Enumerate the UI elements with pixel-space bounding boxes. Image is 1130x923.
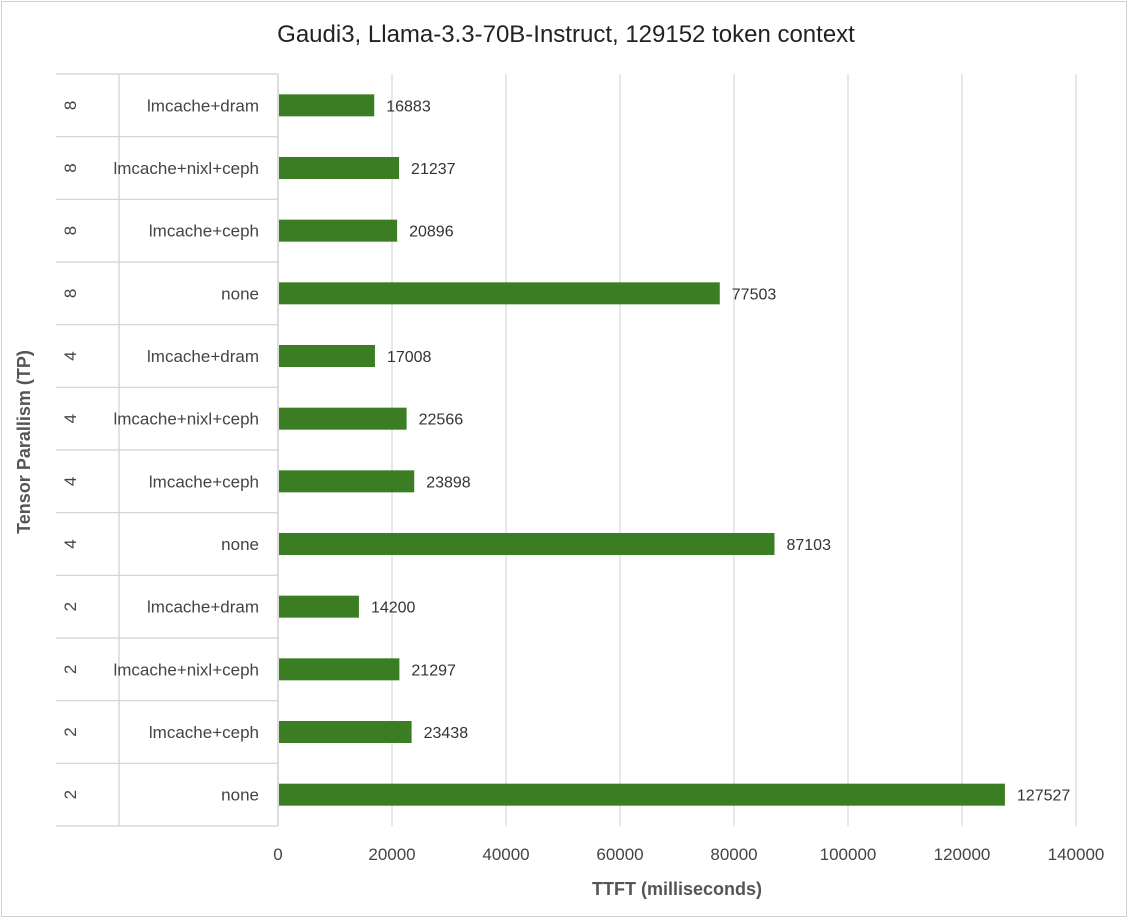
category-label: none xyxy=(221,786,259,805)
data-label: 23438 xyxy=(424,725,469,742)
tp-group-label: 2 xyxy=(61,665,80,674)
data-label: 17008 xyxy=(387,349,432,366)
x-tick-label: 40000 xyxy=(482,845,529,864)
x-axis-title: TTFT (milliseconds) xyxy=(592,879,762,899)
y-axis-title: Tensor Parallism (TP) xyxy=(14,350,34,534)
category-label: lmcache+dram xyxy=(147,347,259,366)
tp-group-label: 8 xyxy=(61,101,80,110)
category-label: lmcache+nixl+ceph xyxy=(113,410,259,429)
bar xyxy=(279,595,359,618)
data-label: 23898 xyxy=(426,474,471,491)
category-label: none xyxy=(221,535,259,554)
bars xyxy=(279,94,1005,806)
tp-group-label: 8 xyxy=(61,163,80,172)
data-labels: 16883 21237 20896 77503 17008 22566 23898 87103… xyxy=(371,98,1070,804)
x-tick-label: 60000 xyxy=(596,845,643,864)
chart-title: Gaudi3, Llama-3.3-70B-Instruct, 129152 t… xyxy=(277,21,855,48)
data-label: 20896 xyxy=(409,224,454,241)
data-label: 21237 xyxy=(411,161,456,178)
category-label: lmcache+nixl+ceph xyxy=(113,159,259,178)
category-label: lmcache+ceph xyxy=(149,723,259,742)
bar xyxy=(279,783,1005,806)
data-label: 16883 xyxy=(386,98,431,115)
category-label: lmcache+ceph xyxy=(149,472,259,491)
x-tick-label: 140000 xyxy=(1048,845,1105,864)
tp-group-label: 2 xyxy=(61,790,80,799)
tp-group-label: 8 xyxy=(61,226,80,235)
gridlines xyxy=(391,74,1077,826)
data-label: 22566 xyxy=(419,412,464,429)
category-labels: lmcache+dram 8 lmcache+nixl+ceph 8 lmcache+c… xyxy=(61,96,259,804)
x-tick-label: 120000 xyxy=(934,845,991,864)
tp-group-label: 8 xyxy=(61,289,80,298)
bar xyxy=(279,533,775,555)
category-label: lmcache+dram xyxy=(147,96,259,115)
data-label: 127527 xyxy=(1017,788,1070,805)
tp-group-label: 4 xyxy=(61,477,80,486)
x-tick-label: 20000 xyxy=(368,845,415,864)
data-label: 87103 xyxy=(786,537,831,554)
x-tick-label: 100000 xyxy=(820,845,877,864)
x-tick-labels: 0 20000 40000 60000 80000 100000 120000 140000 xyxy=(273,845,1104,864)
bar xyxy=(279,721,412,743)
tp-group-label: 4 xyxy=(61,414,80,423)
tp-group-label: 4 xyxy=(61,539,80,548)
bar xyxy=(279,658,400,681)
x-tick-label: 80000 xyxy=(710,845,757,864)
bar xyxy=(279,470,415,493)
category-axis-structure xyxy=(56,73,279,827)
bar xyxy=(279,282,720,305)
tp-group-label: 2 xyxy=(61,602,80,611)
category-label: lmcache+nixl+ceph xyxy=(113,660,259,679)
tp-group-label: 4 xyxy=(61,351,80,360)
x-tick-label: 0 xyxy=(273,845,282,864)
category-label: lmcache+ceph xyxy=(149,222,259,241)
bar xyxy=(279,157,400,179)
bar xyxy=(279,407,407,430)
bar xyxy=(279,345,375,367)
bar xyxy=(279,94,375,117)
category-label: none xyxy=(221,284,259,303)
bar xyxy=(279,219,398,242)
data-label: 77503 xyxy=(732,286,777,303)
data-label: 21297 xyxy=(411,662,456,679)
data-label: 14200 xyxy=(371,600,416,617)
tp-group-label: 2 xyxy=(61,727,80,736)
category-label: lmcache+dram xyxy=(147,598,259,617)
